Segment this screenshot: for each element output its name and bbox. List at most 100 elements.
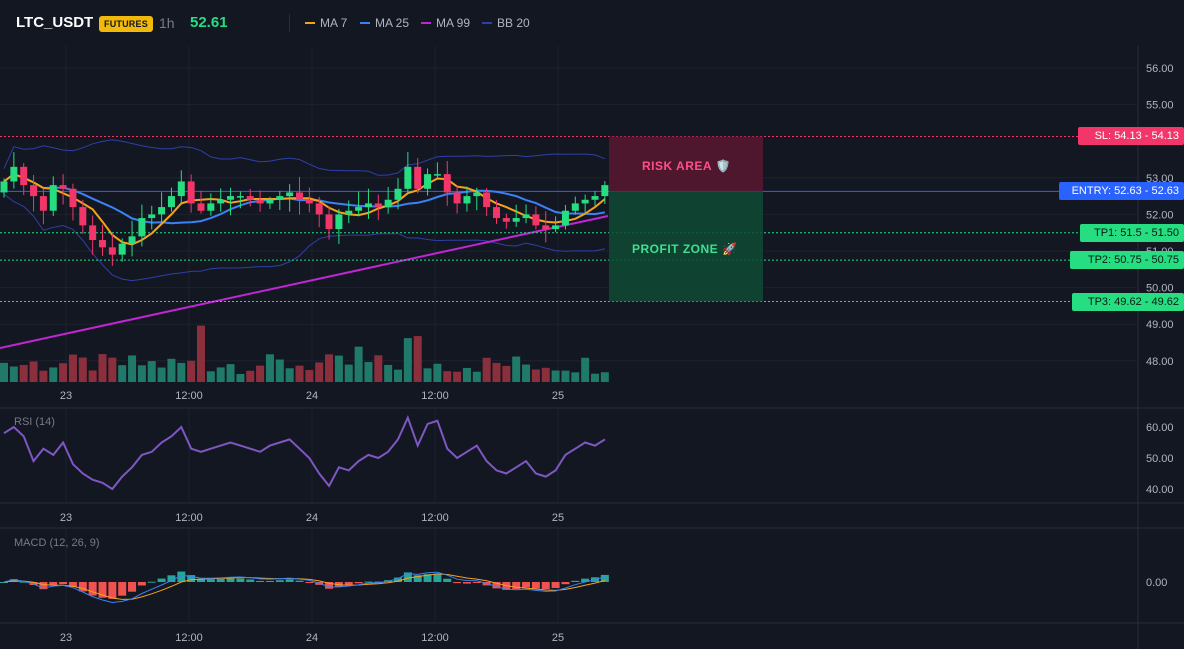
price-tick-label: 55.00: [1146, 100, 1174, 112]
candle-body: [502, 218, 510, 222]
price-tick-label: 48.00: [1146, 356, 1174, 368]
macd-histogram-bar: [512, 582, 521, 590]
bb-lower-line: [3, 193, 606, 282]
volume-bar: [403, 338, 412, 382]
volume-bar: [374, 355, 383, 382]
time-tick-label: 12:00: [175, 512, 203, 524]
volume-bar: [88, 370, 97, 382]
macd-histogram-bar: [551, 582, 560, 589]
macd-histogram-bar: [561, 582, 570, 585]
volume-bar: [571, 372, 580, 382]
volume-bar: [118, 365, 127, 382]
legend-ma25[interactable]: MA 25: [360, 15, 409, 31]
macd-histogram-bar: [581, 578, 590, 582]
volume-bar: [413, 336, 422, 382]
candle-body: [217, 199, 225, 204]
chart-header: LTC_USDT FUTURES 1h 52.61 MA 7 MA 25 MA …: [0, 0, 1184, 46]
volume-bar: [551, 370, 560, 382]
profit-zone-label: PROFIT ZONE 🚀: [632, 242, 738, 256]
legend-ma99[interactable]: MA 99: [421, 15, 470, 31]
time-tick-label: 23: [60, 632, 72, 644]
candle-body: [256, 199, 264, 204]
candle-body: [591, 196, 599, 200]
candle-body: [227, 196, 235, 200]
macd-histogram-bar: [256, 580, 265, 582]
macd-histogram-bar: [59, 582, 68, 585]
macd-line: [3, 571, 606, 604]
macd-histogram-bar: [403, 572, 412, 582]
volume-bar: [315, 362, 324, 382]
timeframe[interactable]: 1h: [159, 15, 175, 31]
volume-bar: [216, 367, 225, 382]
candle-body: [601, 185, 609, 197]
volume-bar: [482, 357, 491, 382]
macd-histogram-bar: [29, 582, 38, 585]
volume-bar: [147, 361, 156, 382]
macd-histogram-bar: [197, 578, 205, 582]
candle-body: [118, 243, 126, 255]
volume-bar: [394, 369, 402, 382]
macd-histogram-bar: [522, 582, 531, 588]
volume-bar: [197, 325, 205, 382]
volume-bar: [600, 372, 609, 382]
macd-histogram-bar: [0, 582, 8, 583]
volume-bar: [531, 369, 540, 382]
legend-ma7[interactable]: MA 7: [305, 15, 347, 31]
candle-body: [276, 196, 284, 200]
volume-bar: [522, 364, 531, 382]
macd-histogram-bar: [295, 580, 304, 582]
macd-histogram-bar: [571, 580, 580, 582]
time-tick-label: 23: [60, 512, 72, 524]
candle-body: [108, 247, 116, 255]
candle-body: [571, 203, 579, 211]
time-tick-label: 12:00: [421, 390, 449, 402]
volume-bar: [344, 364, 353, 382]
time-tick-label: 24: [306, 512, 318, 524]
candle-body: [128, 236, 136, 244]
legend-bb20[interactable]: BB 20: [482, 15, 530, 31]
legend-ma25-label: MA 25: [375, 16, 410, 30]
candle-body: [246, 196, 254, 200]
time-tick-label: 12:00: [175, 632, 203, 644]
candle-body: [552, 225, 560, 230]
legend-ma99-label: MA 99: [436, 16, 471, 30]
symbol-name[interactable]: LTC_USDT: [16, 14, 94, 31]
volume-bar: [561, 370, 570, 382]
volume-bar: [305, 369, 314, 382]
candle-body: [59, 185, 67, 189]
candle-body: [236, 196, 244, 198]
candle-body: [532, 214, 540, 226]
macd-histogram-bar: [187, 575, 196, 582]
macd-pane-label: MACD (12, 26, 9): [14, 537, 100, 549]
time-tick-label: 12:00: [421, 632, 449, 644]
candle-body: [39, 196, 47, 211]
price-tick-label: 50.00: [1146, 283, 1174, 295]
ma7-line: [3, 172, 606, 246]
candle-body: [394, 188, 402, 200]
volume-bar: [9, 366, 18, 382]
ma25-line: [3, 172, 606, 225]
candle-body: [335, 214, 343, 230]
volume-bar: [453, 371, 462, 382]
macd-histogram-bar: [433, 574, 442, 582]
candle-body: [167, 196, 175, 208]
risk-area-label: RISK AREA 🛡️: [642, 159, 731, 173]
macd-histogram-bar: [157, 578, 166, 582]
macd-histogram-bar: [39, 582, 48, 590]
volume-bar: [0, 362, 8, 382]
volume-bar: [462, 367, 471, 382]
macd-histogram-bar: [600, 574, 609, 582]
macd-histogram-bar: [531, 582, 540, 589]
price-tick-label: 49.00: [1146, 319, 1174, 331]
volume-bar: [256, 365, 265, 382]
volume-bar: [177, 362, 186, 382]
time-tick-label: 24: [306, 632, 318, 644]
macd-histogram-bar: [344, 582, 353, 586]
macd-histogram-bar: [305, 582, 314, 583]
macd-histogram-bar: [423, 574, 432, 582]
candle-body: [30, 185, 38, 197]
sl-price-label: SL: 54.13 - 54.13: [1078, 127, 1184, 146]
ma7-swatch: [305, 21, 315, 24]
macd-histogram-bar: [541, 582, 550, 590]
